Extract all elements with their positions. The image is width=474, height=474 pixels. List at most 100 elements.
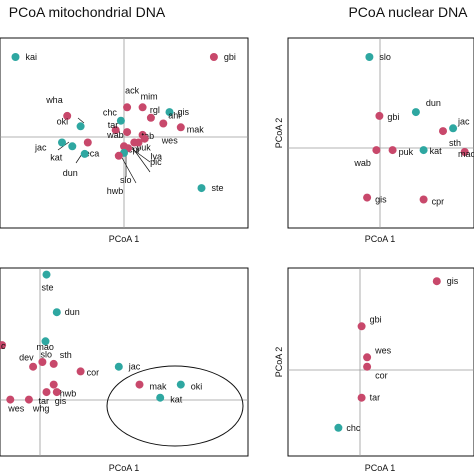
point-label-kai: kai: [26, 52, 38, 62]
point-label-wes: wes: [374, 345, 392, 355]
scatter-point-wes: [363, 353, 372, 362]
scatter-point-dun: [52, 308, 61, 317]
scatter-point-kat: [156, 393, 165, 402]
point-label-cpr: cpr: [432, 197, 445, 207]
point-label-dun: dun: [65, 307, 80, 317]
point-label-sth: sth: [449, 138, 461, 148]
scatter-point-ahi: [159, 119, 168, 128]
scatter-point-gbi: [209, 53, 218, 61]
point-label-oki: oki: [191, 382, 203, 392]
scatter-point-oki: [76, 122, 85, 131]
point-label-pic: pic: [150, 157, 162, 167]
point-label-wes: wes: [7, 404, 25, 414]
point-label-dev: dev: [19, 353, 34, 363]
point-label-mak: mak: [150, 382, 168, 392]
point-label-tar: tar: [108, 120, 119, 130]
point-label-gis: gis: [447, 276, 459, 286]
point-label-jac: jac: [128, 362, 141, 372]
leader-line: [120, 155, 137, 184]
point-label-whg: whg: [32, 404, 50, 414]
scatter-point-kat: [419, 146, 428, 155]
scatter-point-puk: [388, 146, 397, 155]
scatter-point-kai: [11, 53, 20, 61]
point-label-gbi: gbi: [387, 112, 399, 122]
scatter-point-jac: [58, 138, 66, 147]
scatter-point-mak: [176, 123, 185, 132]
panel-frame-bottom-left: [0, 267, 249, 457]
point-label-slo: slo: [379, 52, 391, 62]
point-label-wab: wab: [106, 130, 124, 140]
point-label-gbi: gbi: [224, 52, 236, 62]
leader-line: [131, 146, 151, 173]
scatter-point-tar: [42, 388, 51, 397]
point-label-tar: tar: [370, 393, 381, 403]
leader-lines: [57, 117, 151, 184]
point-label-mao: mao: [458, 149, 474, 159]
point-label-jac: jac: [34, 143, 47, 153]
point-label-gis: gis: [178, 107, 190, 117]
scatter-point-slo: [41, 337, 50, 346]
point-label-mao: mao: [36, 342, 54, 352]
scatter-point-chc: [116, 116, 125, 125]
scatter-point-wab: [123, 128, 132, 137]
point-label-gbi: gbi: [370, 314, 382, 324]
point-label-eca: eca: [85, 149, 100, 159]
point-label-cor: cor: [375, 371, 388, 381]
scatter-point-gis: [165, 108, 174, 117]
scatter-point-mao: [460, 148, 469, 156]
point-label-gis: gis: [55, 396, 67, 406]
scatter-point-wha: [63, 111, 72, 120]
scatter-point-cpr: [419, 195, 428, 204]
scatter-point-kat: [68, 142, 77, 151]
scatter-point-cor: [363, 362, 372, 371]
scatter-point-gbi: [357, 322, 366, 331]
xaxis-label-nuclear: PCoA 1: [365, 234, 396, 244]
scatter-point-wes: [140, 134, 149, 143]
scatter-point-whg: [24, 395, 33, 404]
xaxis-label-bottom-right: PCoA 1: [365, 463, 396, 473]
scatter-point-ack: [123, 103, 132, 112]
point-label-slo: slo: [41, 349, 53, 359]
leader-line: [77, 117, 85, 124]
scatter-point-ste: [197, 184, 206, 193]
scatter-point-hwb: [49, 380, 58, 389]
point-label-ack: ack: [125, 85, 140, 95]
panel-title-mitochondrial: PCoA mitochondrial DNA: [9, 4, 166, 20]
panel-frame-bottom-right: [287, 267, 474, 457]
scatter-point-gis: [432, 277, 441, 286]
scatter-point-sth: [49, 359, 58, 368]
point-label-dun: dun: [63, 168, 78, 178]
point-label-lya: lya: [151, 152, 163, 162]
scatter-point-eca: [83, 138, 92, 147]
point-label-mak: mak: [187, 124, 205, 134]
scatter-point-jac: [449, 124, 458, 133]
scatter-point-jac: [114, 362, 123, 371]
scatter-point-gis: [363, 193, 372, 202]
point-label-wes: wes: [161, 136, 179, 146]
point-label-gis: gis: [375, 195, 387, 205]
scatter-point-tar: [111, 126, 120, 135]
point-label-wab: wab: [353, 158, 371, 168]
scatter-point-mak: [135, 380, 144, 389]
scatter-point-dev: [29, 362, 38, 371]
leader-line: [75, 153, 83, 164]
scatter-point-wes: [6, 395, 15, 404]
point-label-ste: ste: [42, 283, 54, 293]
point-label-cpr: cpr: [128, 144, 141, 154]
scatter-point-ste: [42, 270, 51, 279]
yaxis-label-bottom-right: PCoA 2: [274, 347, 284, 378]
point-label-tar: tar: [39, 396, 50, 406]
point-label-mim: mim: [141, 91, 158, 101]
scatter-point-c: [0, 341, 7, 350]
scatter-point-hwb: [114, 151, 123, 160]
point-label-wha: wha: [45, 95, 63, 105]
panel-frame-nuclear: [287, 37, 474, 229]
scatter-point-cor: [76, 367, 85, 376]
scatter-point-mim: [138, 103, 147, 112]
point-label-puk: puk: [399, 147, 414, 157]
xaxis-label-mitochondrial: PCoA 1: [109, 234, 140, 244]
point-label-hwb: hwb: [107, 186, 124, 196]
scatter-point-lya: [134, 138, 143, 147]
point-label-oki: oki: [57, 116, 69, 126]
